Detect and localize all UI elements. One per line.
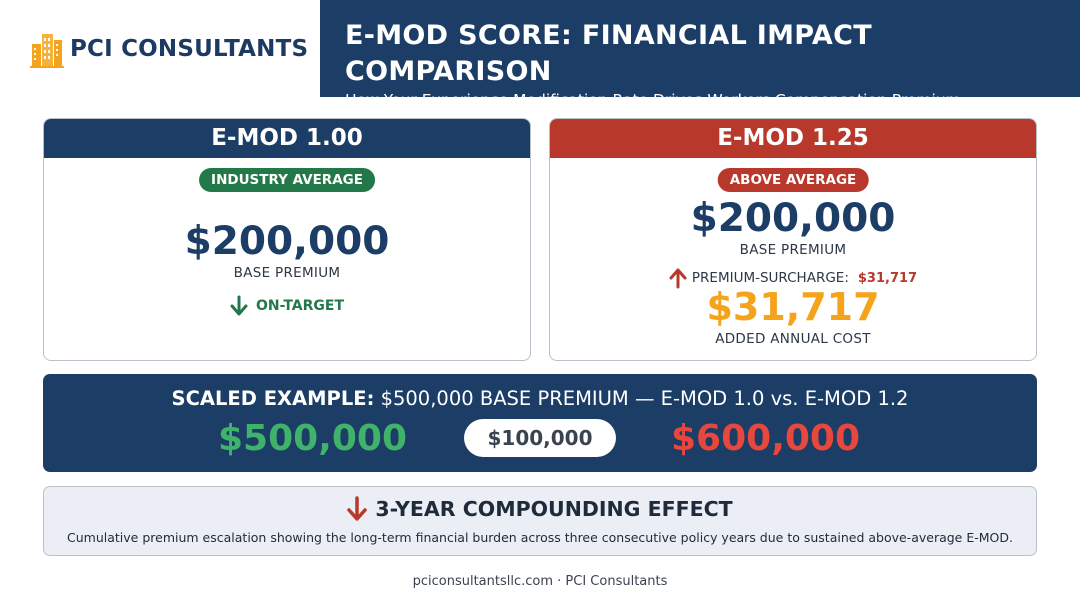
scaled-example-title: SCALED EXAMPLE: $500,000 BASE PREMIUM — … [43,387,1037,410]
surcharge-value: $31,717 [857,270,918,286]
title-bar: E-MOD SCORE: FINANCIAL IMPACT COMPARISON… [320,0,1080,109]
card-title: E-MOD 1.25 [550,119,1036,158]
added-cost-amount: $31,717 [706,285,880,329]
high-premium-amount: $600,000 [671,418,861,459]
footer-text: pciconsultantsllc.com · PCI Consultants [412,574,668,589]
base-premium-amount: $200,000 [690,196,896,241]
scaled-example-detail: $500,000 BASE PREMIUM — E-MOD 1.0 vs. E-… [374,387,909,410]
status-badge: ABOVE AVERAGE [717,168,869,192]
compounding-effect-box: 3-YEAR COMPOUNDING EFFECT Cumulative pre… [43,486,1037,556]
page-title: E-MOD SCORE: FINANCIAL IMPACT COMPARISON [345,20,872,87]
emod-100-card: E-MOD 1.00 INDUSTRY AVERAGE $200,000 BAS… [43,118,531,361]
status-row: ON-TARGET [44,295,530,322]
low-premium-amount: $500,000 [218,418,408,459]
page-subtitle: How Your Experience Modification Rate Dr… [345,91,961,109]
surcharge-row: PREMIUM-SURCHARGE: $31,717 [550,267,1036,294]
surcharge-label: PREMIUM-SURCHARGE: [691,270,849,286]
card-title: E-MOD 1.00 [44,119,530,158]
base-premium-caption: BASE PREMIUM [739,242,847,258]
arrow-up-icon [669,268,687,289]
compounding-title: 3-YEAR COMPOUNDING EFFECT [375,497,733,521]
difference-amount: $100,000 [464,419,616,457]
scaled-example-label: SCALED EXAMPLE: [171,387,375,410]
compounding-title-row: 3-YEAR COMPOUNDING EFFECT [44,496,1036,522]
status-badge: INDUSTRY AVERAGE [199,168,375,192]
logo-area: PCI CONSULTANTS [0,0,320,97]
brand-name: PCI CONSULTANTS [70,35,309,62]
added-cost-caption: ADDED ANNUAL COST [715,331,871,347]
building-icon [30,33,64,68]
emod-125-card: E-MOD 1.25 ABOVE AVERAGE $200,000 BASE P… [549,118,1037,361]
base-premium-amount: $200,000 [184,219,390,264]
scaled-example-band: SCALED EXAMPLE: $500,000 BASE PREMIUM — … [43,374,1037,472]
arrow-down-icon [347,496,368,521]
arrow-down-icon [230,295,248,316]
base-premium-caption: BASE PREMIUM [233,265,341,281]
status-label: ON-TARGET [255,298,345,314]
compounding-description: Cumulative premium escalation showing th… [67,530,1013,545]
